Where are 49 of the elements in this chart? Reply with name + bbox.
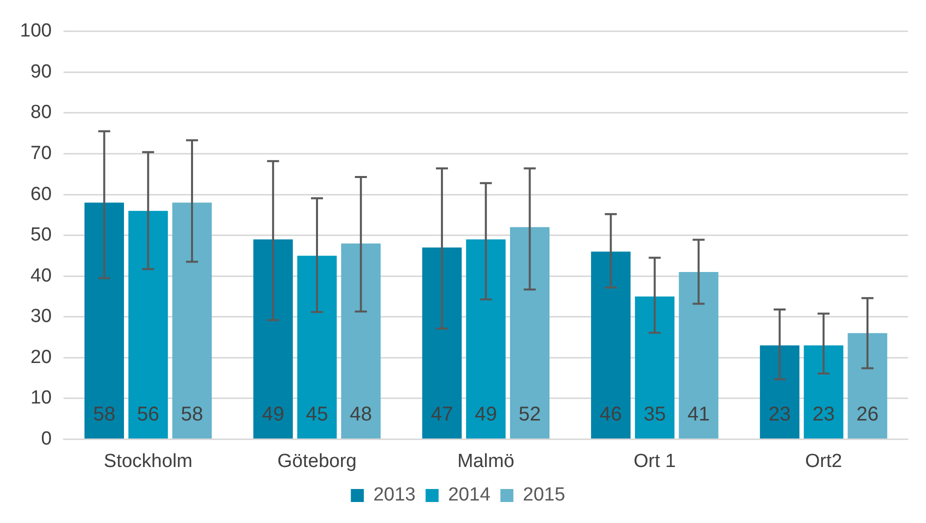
bar <box>422 248 462 438</box>
y-tick-label: 60 <box>30 184 52 205</box>
y-tick-label: 50 <box>30 224 52 246</box>
y-tick-label: 100 <box>20 20 52 42</box>
bar <box>466 239 506 438</box>
bar <box>634 296 674 438</box>
x-tick-label: Ort2 <box>805 450 842 472</box>
x-tick-label: Ort 1 <box>634 450 676 472</box>
y-tick-label: 0 <box>41 428 52 450</box>
data-label: 26 <box>856 404 879 426</box>
bar <box>84 202 124 438</box>
y-tick-label: 90 <box>30 61 52 82</box>
data-label: 49 <box>474 404 497 426</box>
data-label: 47 <box>430 404 454 426</box>
bar <box>253 239 293 438</box>
data-label: 45 <box>306 404 328 426</box>
x-tick-label: Malmö <box>457 450 514 472</box>
bar <box>678 272 718 438</box>
data-label: 58 <box>93 404 116 426</box>
data-label: 56 <box>137 404 160 426</box>
bar <box>848 333 888 438</box>
data-label: 52 <box>518 404 541 426</box>
bar <box>804 345 844 438</box>
bar <box>591 252 631 438</box>
bar <box>341 243 381 438</box>
y-tick-label: 20 <box>30 346 52 368</box>
bar <box>510 227 550 438</box>
data-label: 23 <box>768 404 791 426</box>
x-tick-label: Göteborg <box>277 450 357 472</box>
bar <box>297 256 337 438</box>
data-label: 58 <box>180 404 204 426</box>
data-label: 46 <box>600 404 622 426</box>
y-tick-label: 80 <box>30 102 52 124</box>
y-tick-label: 70 <box>30 142 52 164</box>
bar <box>172 202 212 438</box>
bar <box>760 345 800 438</box>
data-label: 23 <box>812 404 835 426</box>
y-tick-label: 30 <box>30 306 52 328</box>
data-label: 41 <box>687 404 710 426</box>
data-label: 49 <box>262 404 284 426</box>
legend-label: 2014 <box>448 484 491 506</box>
legend-label: 2013 <box>373 484 416 506</box>
x-tick-label: Stockholm <box>104 450 192 472</box>
y-tick-label: 40 <box>30 265 52 286</box>
legend-label: 2015 <box>522 484 566 506</box>
y-tick-label: 10 <box>30 388 52 409</box>
data-label: 48 <box>350 404 372 426</box>
bar <box>128 210 168 438</box>
data-label: 35 <box>644 404 666 426</box>
